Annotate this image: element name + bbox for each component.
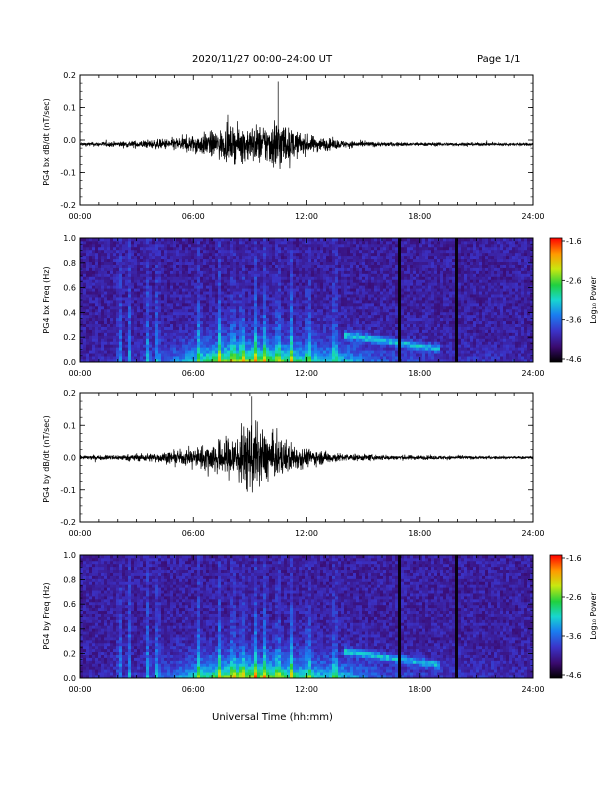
panel1-series-line [79,81,534,169]
ytick-label: 0.2 [63,649,76,658]
panel3-series-line [79,396,534,493]
ytick-label: -0.1 [60,169,76,178]
panel2-colorbar [549,237,563,363]
xtick-label: 24:00 [521,685,544,694]
panel2-spectrogram [80,238,534,363]
xtick-label: 00:00 [68,685,91,694]
ytick-label: 1.0 [63,234,76,243]
ytick-label: -0.2 [60,518,76,527]
ytick-label: -0.2 [60,201,76,210]
page-number: Page 1/1 [477,54,521,65]
xtick-label: 18:00 [408,685,431,694]
xtick-label: 06:00 [182,685,205,694]
ytick-label: 0.6 [63,600,76,609]
ytick-label: 1.0 [63,551,76,560]
page-title: 2020/11/27 00:00–24:00 UT [192,54,333,65]
ytick-label: 0.4 [63,625,76,634]
xtick-label: 24:00 [521,529,544,538]
ytick-label: 0.8 [63,259,76,268]
xtick-label: 18:00 [408,212,431,221]
xtick-label: 00:00 [68,212,91,221]
colorbar-tick-label: -2.6 [566,276,582,285]
ytick-label: 0.0 [63,358,76,367]
ytick-label: 0.0 [63,454,76,463]
ytick-label: 0.1 [63,421,76,430]
xtick-label: 24:00 [521,369,544,378]
xaxis-title: Universal Time (hh:mm) [212,712,333,723]
xtick-label: 00:00 [68,529,91,538]
xtick-label: 12:00 [295,369,318,378]
panel4-spectrogram [80,555,534,679]
ytick-label: 0.0 [63,674,76,683]
ytick-label: 0.0 [63,136,76,145]
xtick-label: 18:00 [408,529,431,538]
xtick-label: 06:00 [182,369,205,378]
ytick-label: 0.4 [63,308,76,317]
colorbar-tick-label: -1.6 [566,554,582,563]
xtick-label: 06:00 [182,529,205,538]
ytick-label: 0.2 [63,333,76,342]
xtick-label: 12:00 [295,529,318,538]
ytick-label: 0.2 [63,389,76,398]
ytick-label: 0.2 [63,71,76,80]
xtick-label: 00:00 [68,369,91,378]
xtick-label: 06:00 [182,212,205,221]
ytick-label: -0.1 [60,486,76,495]
ytick-label: 0.6 [63,284,76,293]
panel4-colorbar [549,554,563,679]
xtick-label: 24:00 [521,212,544,221]
colorbar-tick-label: -4.6 [566,355,582,364]
colorbar-tick-label: -1.6 [566,237,582,246]
colorbar-tick-label: -4.6 [566,671,582,680]
xtick-label: 18:00 [408,369,431,378]
colorbar-tick-label: -3.6 [566,632,582,641]
xtick-label: 12:00 [295,212,318,221]
ytick-label: 0.8 [63,576,76,585]
xtick-label: 12:00 [295,685,318,694]
ytick-label: 0.1 [63,104,76,113]
colorbar-tick-label: -2.6 [566,593,582,602]
colorbar-tick-label: -3.6 [566,316,582,325]
